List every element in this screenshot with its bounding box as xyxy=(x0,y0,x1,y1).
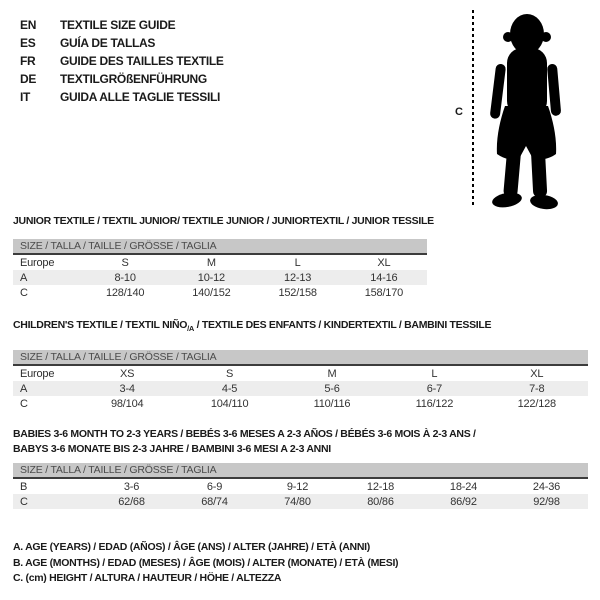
size-value: 158/170 xyxy=(364,286,404,299)
table-row: B 3-6 6-9 9-12 12-18 18-24 24-36 xyxy=(13,479,588,494)
size-header-bar: SIZE / TALLA / TAILLE / GRÖSSE / TAGLIA xyxy=(13,239,427,255)
table-row: Europe S M L XL xyxy=(13,255,427,270)
legend-line-c: C. (cm) HEIGHT / ALTURA / HAUTEUR / HÖHE… xyxy=(13,572,282,584)
language-title: GUIDE DES TAILLES TEXTILE xyxy=(60,54,224,68)
row-label: A xyxy=(20,382,28,395)
language-row: EN TEXTILE SIZE GUIDE xyxy=(20,16,224,34)
row-label: A xyxy=(20,271,28,284)
language-row: IT GUIDA ALLE TAGLIE TESSILI xyxy=(20,88,224,106)
size-value: 98/104 xyxy=(110,397,144,410)
size-value: 5-6 xyxy=(324,382,340,395)
size-value: 74/80 xyxy=(284,495,311,508)
size-value: 6-7 xyxy=(426,382,443,395)
size-value: 7-8 xyxy=(529,382,545,395)
size-value: 92/98 xyxy=(533,495,560,508)
language-code: ES xyxy=(20,36,36,50)
legend-line-a: A. AGE (YEARS) / EDAD (AÑOS) / ÂGE (ANS)… xyxy=(13,541,370,553)
size-value: 14-16 xyxy=(370,271,398,284)
size-header-bar: SIZE / TALLA / TAILLE / GRÖSSE / TAGLIA xyxy=(13,350,588,367)
children-section: CHILDREN'S TEXTILE / TEXTIL NIÑO/A / TEX… xyxy=(13,319,588,411)
size-value: XL xyxy=(530,367,544,380)
height-measure-label: C xyxy=(455,106,463,118)
size-value: M xyxy=(327,367,337,380)
language-title: GUIDA ALLE TAGLIE TESSILI xyxy=(60,90,221,104)
language-list: EN TEXTILE SIZE GUIDE ES GUÍA DE TALLAS FR… xyxy=(20,16,224,106)
table-row: Europe XS S M L XL xyxy=(13,366,588,381)
size-value: 3-4 xyxy=(119,382,136,395)
language-code: DE xyxy=(20,72,37,86)
size-value: 116/122 xyxy=(415,397,454,410)
row-label: C xyxy=(20,286,28,299)
size-value: 6-9 xyxy=(206,480,223,493)
size-value: 8-10 xyxy=(114,271,136,284)
size-value: 152/158 xyxy=(278,286,317,299)
table-row: A 8-10 10-12 12-13 14-16 xyxy=(13,270,427,285)
size-value: 9-12 xyxy=(286,480,309,493)
size-value: XS xyxy=(120,367,135,380)
size-value: 86/92 xyxy=(450,495,477,508)
height-figure: C xyxy=(455,8,580,213)
babies-title-line2: BABYS 3-6 MONATE BIS 2-3 JAHRE / BAMBINI… xyxy=(13,443,331,455)
children-title-sub: /A xyxy=(187,324,195,334)
size-value: 4-5 xyxy=(221,382,238,395)
size-value: 68/74 xyxy=(201,495,228,508)
language-title: TEXTILE SIZE GUIDE xyxy=(60,18,176,32)
size-value: 80/86 xyxy=(367,495,394,508)
language-title: TEXTILGRÖßENFÜHRUNG xyxy=(60,72,207,86)
row-label: Europe xyxy=(20,367,55,380)
babies-section-title: BABIES 3-6 MONTH TO 2-3 YEARS / BEBÉS 3-… xyxy=(13,427,588,457)
size-value: S xyxy=(121,256,129,269)
size-value: 24-36 xyxy=(532,480,561,493)
language-code: FR xyxy=(20,54,36,68)
legend: A. AGE (YEARS) / EDAD (AÑOS) / ÂGE (ANS)… xyxy=(13,540,399,587)
junior-size-table: Europe S M L XL A 8-10 10-12 12-13 14-16 C 128/140 1… xyxy=(13,255,427,300)
table-row: C 62/68 68/74 74/80 80/86 86/92 92/98 xyxy=(13,494,588,509)
junior-section: JUNIOR TEXTILE / TEXTIL JUNIOR/ TEXTILE … xyxy=(13,215,434,300)
size-value: 3-6 xyxy=(123,480,140,493)
row-label: C xyxy=(20,495,28,508)
size-value: M xyxy=(206,256,216,269)
language-code: EN xyxy=(20,18,37,32)
table-row: A 3-4 4-5 5-6 6-7 7-8 xyxy=(13,381,588,397)
language-row: FR GUIDE DES TAILLES TEXTILE xyxy=(20,52,224,70)
size-value: 110/116 xyxy=(313,397,351,410)
size-value: 12-13 xyxy=(284,271,312,284)
babies-section: BABIES 3-6 MONTH TO 2-3 YEARS / BEBÉS 3-… xyxy=(13,427,588,509)
legend-line-b: B. AGE (MONTHS) / EDAD (MESES) / ÂGE (MO… xyxy=(13,556,399,569)
toddler-silhouette-icon xyxy=(490,14,561,210)
language-row: DE TEXTILGRÖßENFÜHRUNG xyxy=(20,70,224,88)
table-row: C 128/140 140/152 152/158 158/170 xyxy=(13,285,427,300)
babies-size-table: B 3-6 6-9 9-12 12-18 18-24 24-36 C 62/68 68/74 74/… xyxy=(13,479,588,509)
size-value: S xyxy=(226,367,234,380)
junior-section-title: JUNIOR TEXTILE / TEXTIL JUNIOR/ TEXTILE … xyxy=(13,215,434,227)
babies-title-line1: BABIES 3-6 MONTH TO 2-3 YEARS / BEBÉS 3-… xyxy=(13,428,476,440)
size-value: 140/152 xyxy=(192,286,231,299)
size-value: 128/140 xyxy=(105,286,145,299)
size-value: L xyxy=(431,367,438,380)
children-section-title: CHILDREN'S TEXTILE / TEXTIL NIÑO/A / TEX… xyxy=(13,319,588,335)
children-title-suffix: / TEXTILE DES ENFANTS / KINDERTEXTIL / B… xyxy=(194,319,492,331)
size-value: 10-12 xyxy=(197,271,225,284)
row-label: C xyxy=(20,397,28,410)
height-dotted-line xyxy=(472,10,474,208)
size-value: 12-18 xyxy=(366,480,395,493)
language-title: GUÍA DE TALLAS xyxy=(60,36,156,50)
size-value: 104/110 xyxy=(210,397,249,410)
size-value: 122/128 xyxy=(517,397,557,410)
children-size-table: Europe XS S M L XL A 3-4 4-5 5-6 6-7 7-8 C 98/104 104/… xyxy=(13,366,588,411)
language-code: IT xyxy=(20,90,31,104)
table-row: C 98/104 104/110 110/116 116/122 122/128 xyxy=(13,396,588,411)
language-row: ES GUÍA DE TALLAS xyxy=(20,34,224,52)
size-value: L xyxy=(294,256,301,269)
size-value: 62/68 xyxy=(118,495,145,508)
children-title-prefix: CHILDREN'S TEXTILE / TEXTIL NIÑO xyxy=(13,319,188,331)
size-header-bar: SIZE / TALLA / TAILLE / GRÖSSE / TAGLIA xyxy=(13,463,588,479)
size-value: 18-24 xyxy=(449,480,478,493)
row-label: B xyxy=(20,480,28,493)
row-label: Europe xyxy=(20,256,55,269)
size-value: XL xyxy=(377,256,391,269)
